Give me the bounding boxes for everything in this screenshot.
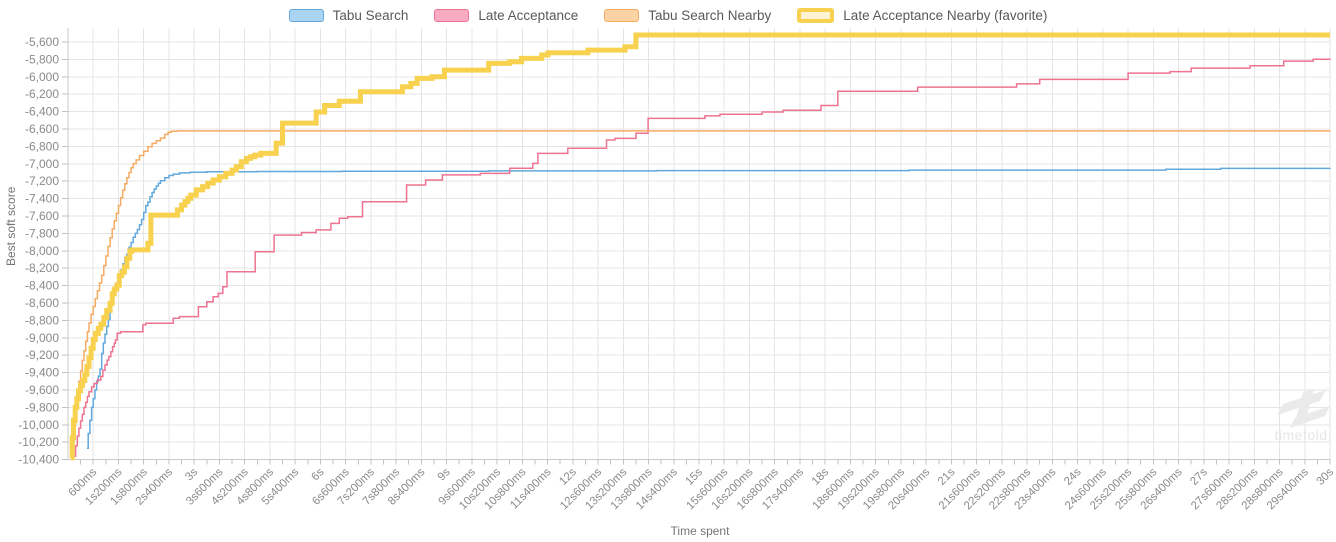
- y-tick-label: -6,200: [25, 87, 59, 101]
- series-line-tabu-search: [86, 167, 1331, 450]
- x-tick-label: 21s: [936, 466, 958, 488]
- series-line-late-acceptance-nearby-favorite: [69, 32, 1330, 461]
- y-tick-label: -9,400: [25, 366, 59, 380]
- legend-swatch-late-acceptance-nearby: [797, 8, 835, 23]
- y-tick-label: -5,800: [25, 52, 59, 66]
- legend-swatch-tabu-search-nearby: [604, 9, 640, 22]
- y-tick-label: -9,000: [25, 331, 59, 345]
- y-tick-label: -7,800: [25, 226, 59, 240]
- y-tick-label: -8,400: [25, 279, 59, 293]
- chart-legend: Tabu Search Late Acceptance Tabu Search …: [0, 8, 1336, 23]
- y-tick-label: -7,200: [25, 174, 59, 188]
- x-tick-label: 18s: [810, 466, 832, 488]
- x-tick-label: 3s: [183, 466, 200, 483]
- series-line-tabu-search-nearby: [70, 130, 1331, 459]
- y-axis-title: Best soft score: [4, 186, 18, 266]
- timefold-watermark: timefold: [1274, 389, 1330, 443]
- y-tick-label: -10,400: [18, 453, 59, 467]
- y-tick-label: -6,400: [25, 105, 59, 119]
- x-axis-title: Time spent: [670, 524, 730, 538]
- timefold-logo-icon: [1294, 389, 1314, 426]
- y-tick-label: -7,400: [25, 192, 59, 206]
- legend-swatch-late-acceptance: [434, 9, 470, 22]
- y-tick-label: -8,800: [25, 313, 59, 327]
- legend-label: Late Acceptance Nearby (favorite): [843, 7, 1048, 23]
- y-tick-label: -8,200: [25, 261, 59, 275]
- y-tick-label: -9,800: [25, 400, 59, 414]
- series-line-late-acceptance: [73, 58, 1331, 457]
- legend-item-tabu-search-nearby[interactable]: Tabu Search Nearby: [604, 9, 771, 23]
- y-tick-label: -7,000: [25, 157, 59, 171]
- x-tick-label: 9s: [436, 466, 453, 483]
- legend-item-late-acceptance[interactable]: Late Acceptance: [434, 9, 578, 23]
- y-tick-label: -10,200: [18, 435, 59, 449]
- x-tick-label: 15s: [684, 466, 706, 488]
- legend-item-late-acceptance-nearby[interactable]: Late Acceptance Nearby (favorite): [797, 8, 1047, 23]
- timefold-wordmark: timefold: [1274, 427, 1327, 443]
- y-tick-label: -10,000: [18, 418, 59, 432]
- legend-label: Tabu Search: [332, 7, 409, 23]
- legend-label: Late Acceptance: [478, 7, 579, 23]
- x-tick-label: 6s: [309, 466, 326, 483]
- y-tick-label: -6,000: [25, 70, 59, 84]
- y-tick-label: -6,600: [25, 122, 59, 136]
- y-tick-label: -9,600: [25, 383, 59, 397]
- y-tick-label: -9,200: [25, 348, 59, 362]
- y-tick-label: -7,600: [25, 209, 59, 223]
- legend-swatch-tabu-search: [288, 9, 324, 22]
- x-tick-label: 12s: [557, 466, 579, 488]
- y-tick-label: -8,000: [25, 244, 59, 258]
- x-tick-label: 27s: [1188, 466, 1210, 488]
- x-tick-label: 24s: [1062, 466, 1084, 488]
- x-tick-label: 30s: [1315, 466, 1336, 488]
- legend-label: Tabu Search Nearby: [648, 7, 772, 23]
- y-tick-label: -6,800: [25, 139, 59, 153]
- legend-item-tabu-search[interactable]: Tabu Search: [288, 7, 409, 23]
- y-tick-label: -8,600: [25, 296, 59, 310]
- y-tick-label: -5,600: [25, 35, 59, 49]
